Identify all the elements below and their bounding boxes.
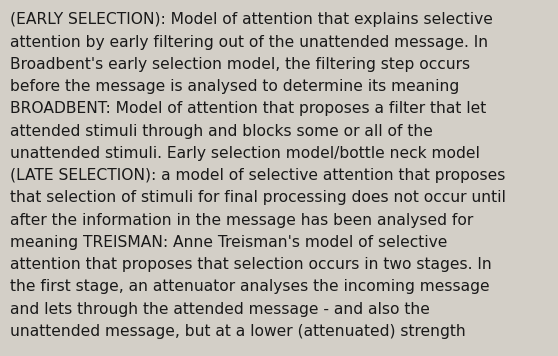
Text: (EARLY SELECTION): Model of attention that explains selective: (EARLY SELECTION): Model of attention th… (10, 12, 493, 27)
Text: attention that proposes that selection occurs in two stages. In: attention that proposes that selection o… (10, 257, 492, 272)
Text: unattended message, but at a lower (attenuated) strength: unattended message, but at a lower (atte… (10, 324, 466, 339)
Text: Broadbent's early selection model, the filtering step occurs: Broadbent's early selection model, the f… (10, 57, 470, 72)
Text: and lets through the attended message - and also the: and lets through the attended message - … (10, 302, 430, 317)
Text: attended stimuli through and blocks some or all of the: attended stimuli through and blocks some… (10, 124, 433, 139)
Text: unattended stimuli. Early selection model/bottle neck model: unattended stimuli. Early selection mode… (10, 146, 480, 161)
Text: the first stage, an attenuator analyses the incoming message: the first stage, an attenuator analyses … (10, 279, 490, 294)
Text: meaning TREISMAN: Anne Treisman's model of selective: meaning TREISMAN: Anne Treisman's model … (10, 235, 448, 250)
Text: after the information in the message has been analysed for: after the information in the message has… (10, 213, 473, 228)
Text: BROADBENT: Model of attention that proposes a filter that let: BROADBENT: Model of attention that propo… (10, 101, 486, 116)
Text: attention by early filtering out of the unattended message. In: attention by early filtering out of the … (10, 35, 488, 50)
Text: that selection of stimuli for final processing does not occur until: that selection of stimuli for final proc… (10, 190, 506, 205)
Text: before the message is analysed to determine its meaning: before the message is analysed to determ… (10, 79, 459, 94)
Text: (LATE SELECTION): a model of selective attention that proposes: (LATE SELECTION): a model of selective a… (10, 168, 506, 183)
